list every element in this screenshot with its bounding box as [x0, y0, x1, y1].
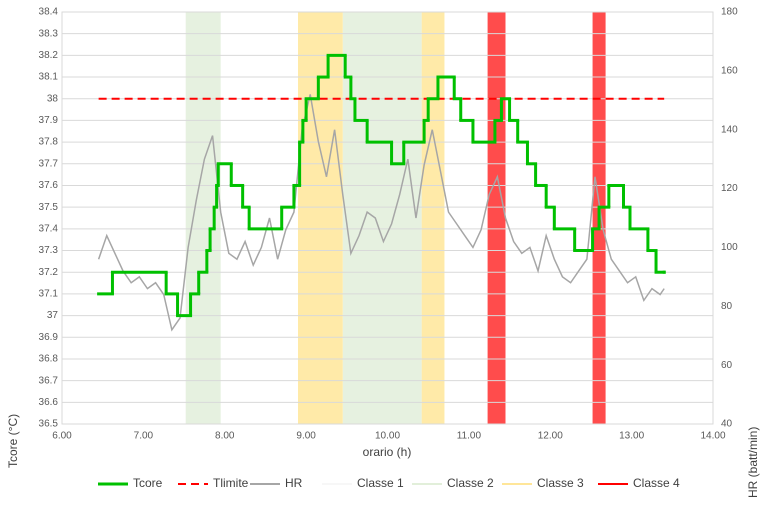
x-tick-label: 6.00: [52, 431, 72, 442]
y2-tick-label: 60: [721, 360, 733, 371]
class-band: [421, 12, 445, 424]
y-tick-label: 36.6: [39, 397, 59, 408]
legend-label: Classe 3: [537, 476, 584, 490]
x-tick-label: 8.00: [215, 431, 235, 442]
x-tick-label: 10.00: [375, 431, 400, 442]
class-band: [342, 12, 422, 424]
y-tick-label: 37.8: [39, 137, 59, 148]
y-tick-label: 36.9: [39, 332, 59, 343]
x-tick-label: 14.00: [700, 431, 725, 442]
y2-tick-label: 40: [721, 419, 733, 430]
y-tick-label: 37.7: [39, 158, 59, 169]
legend-label: Classe 2: [447, 476, 494, 490]
y-tick-label: 37: [47, 310, 59, 321]
y-tick-label: 37.6: [39, 180, 59, 191]
y2-tick-label: 180: [721, 7, 738, 18]
legend-label: Tcore: [133, 476, 163, 490]
y2-tick-label: 80: [721, 301, 733, 312]
class-band: [487, 12, 506, 424]
x-tick-label: 11.00: [457, 431, 482, 442]
y-tick-label: 37.2: [39, 267, 59, 278]
y-tick-label: 37.9: [39, 115, 59, 126]
x-tick-label: 7.00: [134, 431, 154, 442]
y-tick-label: 38.4: [39, 7, 59, 18]
legend-label: Tlimite: [213, 476, 249, 490]
y-axis-title: Tcore (°C): [6, 414, 20, 468]
y-tick-label: 36.8: [39, 354, 59, 365]
x-tick-label: 12.00: [538, 431, 563, 442]
y-tick-label: 37.1: [39, 289, 59, 300]
series-line: [97, 94, 665, 332]
y2-tick-label: 160: [721, 65, 738, 76]
y-tick-label: 38.3: [39, 28, 59, 39]
y-tick-label: 36.5: [39, 419, 59, 430]
y-tick-label: 37.4: [39, 223, 59, 234]
legend-label: Classe 1: [357, 476, 404, 490]
y-tick-label: 37.3: [39, 245, 59, 256]
legend-label: Classe 4: [633, 476, 680, 490]
y2-tick-label: 120: [721, 183, 738, 194]
y-tick-label: 38.1: [39, 72, 59, 83]
x-axis-title: orario (h): [363, 445, 412, 459]
y-tick-label: 38.2: [39, 50, 59, 61]
x-tick-label: 13.00: [619, 431, 644, 442]
class-band: [297, 12, 343, 424]
y2-axis-title: HR (batt/min): [746, 427, 760, 498]
y2-tick-label: 100: [721, 242, 738, 253]
legend-label: HR: [285, 476, 303, 490]
y2-tick-label: 140: [721, 124, 738, 135]
y-tick-label: 37.5: [39, 202, 59, 213]
y-tick-label: 36.7: [39, 375, 59, 386]
y-tick-label: 38: [47, 93, 59, 104]
plot-border: [61, 11, 714, 425]
x-tick-label: 9.00: [296, 431, 316, 442]
